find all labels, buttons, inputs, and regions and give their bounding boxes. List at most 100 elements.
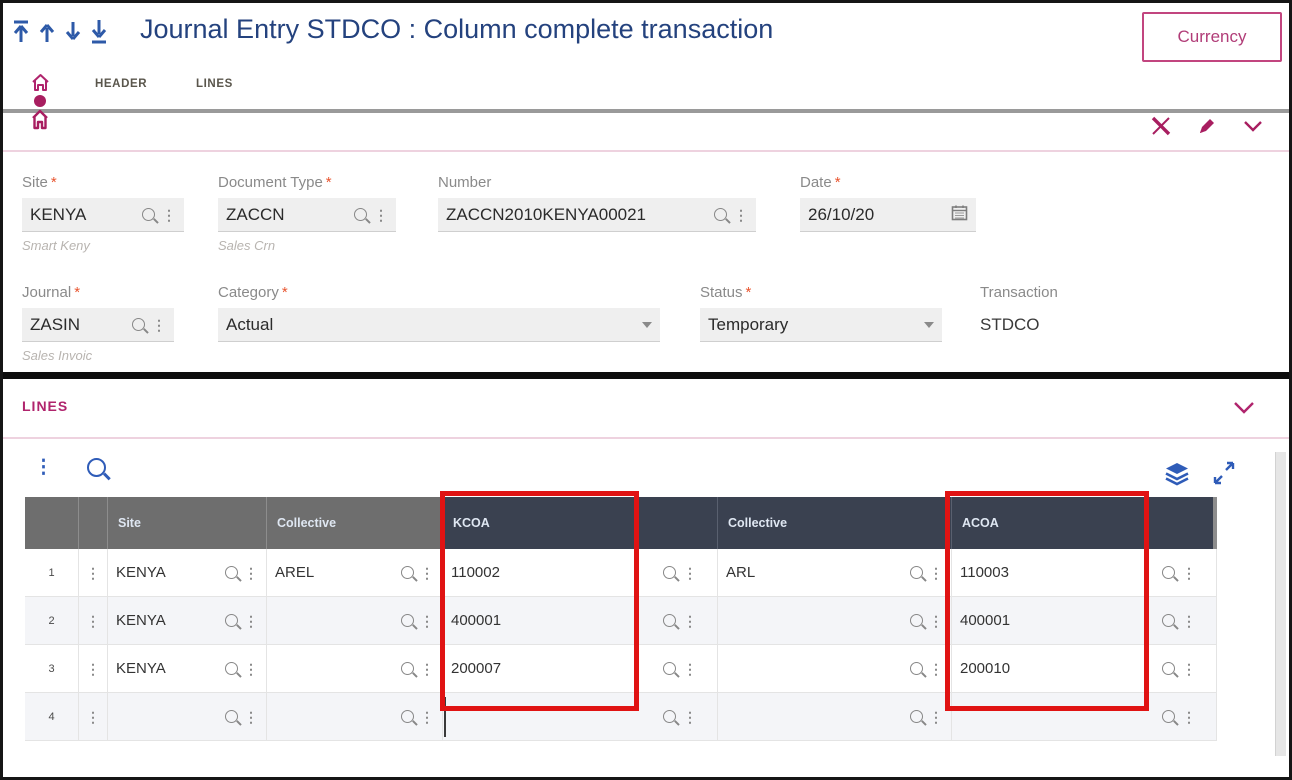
acoa-cell[interactable]: ⋮	[952, 693, 1217, 741]
row-handle-icon[interactable]: ⋮	[86, 612, 100, 629]
more-options-icon[interactable]: ⋮	[683, 660, 697, 677]
more-options-icon[interactable]: ⋮	[929, 564, 943, 581]
more-options-icon[interactable]: ⋮	[929, 708, 943, 725]
last-record-icon[interactable]	[88, 18, 110, 46]
more-options-icon[interactable]: ⋮	[1182, 612, 1196, 629]
more-options-icon[interactable]: ⋮	[244, 708, 258, 725]
more-options-icon[interactable]: ⋮	[162, 206, 176, 223]
lookup-icon[interactable]	[225, 614, 238, 627]
kcoa-cell[interactable]: ⋮	[443, 693, 718, 741]
lookup-icon[interactable]	[354, 208, 367, 221]
lookup-icon[interactable]	[910, 662, 923, 675]
site-cell[interactable]: ⋮	[108, 693, 267, 741]
more-options-icon[interactable]: ⋮	[929, 612, 943, 629]
lookup-icon[interactable]	[401, 710, 414, 723]
collapse-lines-chevron-icon[interactable]	[1232, 400, 1256, 420]
collective-cell[interactable]: AREL ⋮	[267, 549, 443, 597]
more-options-icon[interactable]: ⋮	[420, 564, 434, 581]
collapse-header-chevron-icon[interactable]	[1242, 119, 1264, 138]
more-options-icon[interactable]: ⋮	[683, 564, 697, 581]
lookup-icon[interactable]	[1162, 566, 1175, 579]
number-field[interactable]: ZACCN2010KENYA00021 ⋮	[438, 198, 756, 232]
more-options-icon[interactable]: ⋮	[1182, 564, 1196, 581]
site-cell[interactable]: KENYA ⋮	[108, 549, 267, 597]
vertical-scrollbar[interactable]	[1275, 452, 1286, 756]
col-header-kcoa[interactable]: KCOA	[443, 497, 718, 549]
lookup-icon[interactable]	[1162, 662, 1175, 675]
col-header-collective-2[interactable]: Collective	[718, 497, 952, 549]
lookup-icon[interactable]	[663, 566, 676, 579]
calendar-icon[interactable]	[951, 204, 968, 226]
site-field[interactable]: KENYA ⋮	[22, 198, 184, 232]
collective-cell[interactable]: ⋮	[267, 597, 443, 645]
grid-search-icon[interactable]	[87, 458, 106, 477]
row-handle[interactable]: ⋮	[79, 693, 108, 741]
col-header-site[interactable]: Site	[108, 497, 267, 549]
row-handle[interactable]: ⋮	[79, 645, 108, 693]
status-select[interactable]: Temporary	[700, 308, 942, 342]
row-handle-icon[interactable]: ⋮	[86, 564, 100, 581]
lookup-icon[interactable]	[663, 710, 676, 723]
row-handle[interactable]: ⋮	[79, 549, 108, 597]
more-options-icon[interactable]: ⋮	[929, 660, 943, 677]
site-cell[interactable]: KENYA ⋮	[108, 597, 267, 645]
lookup-icon[interactable]	[663, 614, 676, 627]
more-options-icon[interactable]: ⋮	[1182, 660, 1196, 677]
lookup-icon[interactable]	[663, 662, 676, 675]
lookup-icon[interactable]	[132, 318, 145, 331]
dropdown-arrow-icon[interactable]	[924, 321, 934, 328]
lookup-icon[interactable]	[225, 710, 238, 723]
home-tab-icon[interactable]	[30, 72, 51, 98]
category-select[interactable]: Actual	[218, 308, 660, 342]
lookup-icon[interactable]	[401, 662, 414, 675]
more-options-icon[interactable]: ⋮	[1182, 708, 1196, 725]
edit-pencil-icon[interactable]	[1196, 115, 1218, 142]
delete-icon[interactable]	[1150, 115, 1172, 142]
collective-cell[interactable]: ARL ⋮	[718, 549, 952, 597]
lookup-icon[interactable]	[1162, 710, 1175, 723]
collective-cell[interactable]: ⋮	[718, 645, 952, 693]
currency-button[interactable]: Currency	[1142, 12, 1282, 62]
more-options-icon[interactable]: ⋮	[420, 612, 434, 629]
lookup-icon[interactable]	[401, 614, 414, 627]
kcoa-cell[interactable]: 200007 ⋮	[443, 645, 718, 693]
lookup-icon[interactable]	[910, 566, 923, 579]
lookup-icon[interactable]	[225, 566, 238, 579]
row-handle-icon[interactable]: ⋮	[86, 660, 100, 677]
lookup-icon[interactable]	[1162, 614, 1175, 627]
row-handle-icon[interactable]: ⋮	[86, 708, 100, 725]
first-record-icon[interactable]	[10, 18, 32, 46]
journal-field[interactable]: ZASIN ⋮	[22, 308, 174, 342]
more-options-icon[interactable]: ⋮	[152, 316, 166, 333]
acoa-cell[interactable]: 110003 ⋮	[952, 549, 1217, 597]
more-options-icon[interactable]: ⋮	[244, 564, 258, 581]
collective-cell[interactable]: ⋮	[718, 693, 952, 741]
document-type-field[interactable]: ZACCN ⋮	[218, 198, 396, 232]
more-options-icon[interactable]: ⋮	[420, 660, 434, 677]
date-field[interactable]: 26/10/20	[800, 198, 976, 232]
grid-menu-icon[interactable]: ⋮	[34, 457, 53, 478]
lookup-icon[interactable]	[910, 710, 923, 723]
dropdown-arrow-icon[interactable]	[642, 321, 652, 328]
acoa-cell[interactable]: 200010 ⋮	[952, 645, 1217, 693]
more-options-icon[interactable]: ⋮	[244, 612, 258, 629]
expand-grid-icon[interactable]	[1212, 460, 1236, 491]
next-record-icon[interactable]	[62, 18, 84, 46]
lookup-icon[interactable]	[910, 614, 923, 627]
more-options-icon[interactable]: ⋮	[683, 612, 697, 629]
more-options-icon[interactable]: ⋮	[420, 708, 434, 725]
lookup-icon[interactable]	[142, 208, 155, 221]
more-options-icon[interactable]: ⋮	[244, 660, 258, 677]
more-options-icon[interactable]: ⋮	[734, 206, 748, 223]
row-handle[interactable]: ⋮	[79, 597, 108, 645]
col-header-collective-1[interactable]: Collective	[267, 497, 443, 549]
collective-cell[interactable]: ⋮	[267, 645, 443, 693]
kcoa-cell[interactable]: 400001 ⋮	[443, 597, 718, 645]
kcoa-cell[interactable]: 110002 ⋮	[443, 549, 718, 597]
more-options-icon[interactable]: ⋮	[374, 206, 388, 223]
lookup-icon[interactable]	[401, 566, 414, 579]
site-cell[interactable]: KENYA ⋮	[108, 645, 267, 693]
acoa-cell[interactable]: 400001 ⋮	[952, 597, 1217, 645]
layers-icon[interactable]	[1164, 460, 1190, 491]
previous-record-icon[interactable]	[36, 18, 58, 46]
